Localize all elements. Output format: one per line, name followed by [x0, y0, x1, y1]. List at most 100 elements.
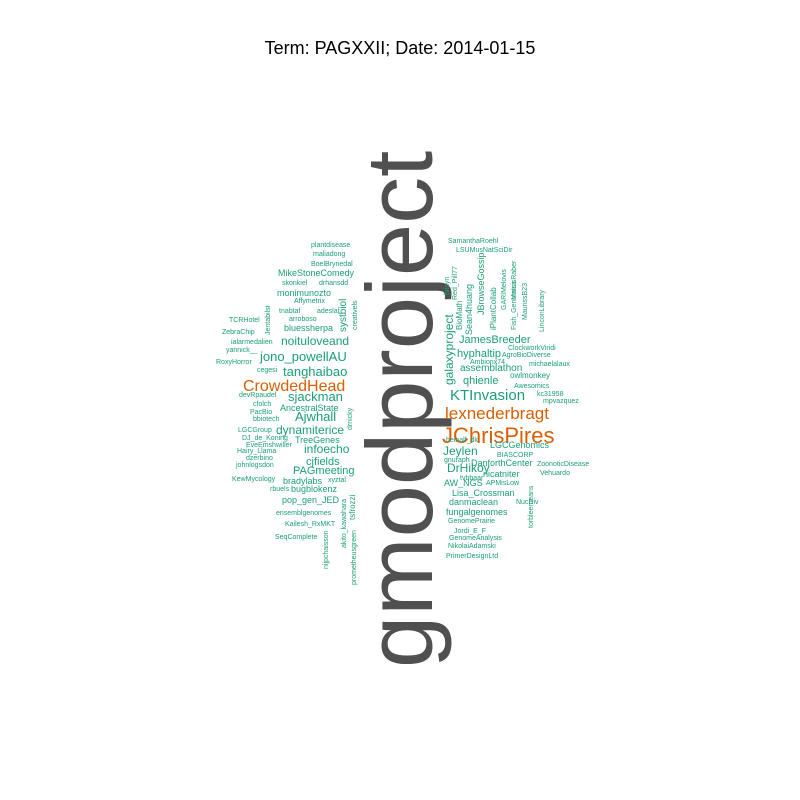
- word: qhienle: [463, 375, 498, 387]
- word: xyztal: [328, 477, 346, 484]
- word: Awesomics: [514, 383, 550, 390]
- word: galaxyproject: [442, 314, 456, 385]
- word: tanghaibao: [283, 364, 347, 379]
- word: devRpaudel: [239, 392, 277, 399]
- word: adeslat: [317, 308, 340, 315]
- word: nijpchaisson: [323, 530, 330, 569]
- word: ialarmedalien: [231, 339, 273, 346]
- word: Jentabilst: [265, 305, 272, 335]
- word: arroboso: [289, 316, 317, 323]
- word: kc31958: [537, 391, 564, 398]
- word: systbiol: [338, 299, 349, 332]
- word: AW_NGS: [444, 478, 483, 488]
- word: Ajwhall: [295, 409, 336, 424]
- word: bitsyn: [444, 277, 451, 295]
- word: tsfrozzi: [348, 494, 357, 520]
- word: NucDiv: [516, 499, 539, 506]
- word: iPlantCollab: [489, 287, 498, 330]
- word: michaelalaux: [529, 361, 570, 368]
- word: tnabtaf: [279, 308, 300, 315]
- word: maliadong: [313, 251, 345, 258]
- word: cegesi: [257, 367, 278, 374]
- word: Ambiorix74: [470, 359, 505, 366]
- word: hyphaltip: [457, 348, 501, 360]
- word: JChrisPires: [442, 423, 554, 448]
- word: LinconLibrary: [539, 289, 546, 332]
- word: DanforthCenter: [471, 458, 533, 468]
- word: Hairy_Llama: [237, 448, 276, 455]
- word: drhansdd: [319, 280, 348, 287]
- word: APMisLow: [486, 480, 520, 487]
- word: EveEmshwiller: [246, 442, 293, 449]
- word: lexnederbragt: [445, 404, 549, 423]
- word: plantdisease: [311, 242, 350, 249]
- word: noituloveand: [281, 334, 349, 348]
- word: monimunozto: [277, 288, 331, 298]
- word: johnlogsdon: [235, 462, 274, 469]
- word: bugblokenz: [291, 484, 338, 494]
- word: torbleemeans: [528, 485, 535, 528]
- word: PrimerDesignLtd: [446, 553, 498, 560]
- word: Jeylen: [443, 444, 478, 458]
- word: akito_kawahara: [341, 499, 348, 548]
- word: creativels: [352, 300, 359, 330]
- word: BIASCORP: [497, 452, 534, 459]
- word: MikeStoneComedy: [278, 268, 355, 278]
- word: SeqComplete: [275, 534, 318, 541]
- word: LGCGroup: [238, 427, 272, 434]
- word: ZoonoticDisease: [537, 461, 589, 468]
- word: AncestralState: [280, 403, 339, 413]
- word: Vehuardo: [540, 470, 570, 477]
- word: bbiotech: [253, 416, 280, 423]
- word: BoelBrynedal: [311, 261, 353, 268]
- word: heinalf_dk: [446, 437, 478, 444]
- word: tvbbaar: [460, 475, 484, 482]
- word: prometheusgreen: [351, 530, 358, 585]
- word: dynamiterice: [276, 423, 344, 437]
- word: ensemblgenomes: [276, 510, 332, 517]
- word: PacBio: [250, 409, 272, 416]
- word: gnuraph: [444, 457, 470, 464]
- word: cjfields: [306, 456, 340, 468]
- word: KewMycology: [232, 476, 276, 483]
- word: PAGmeeting: [293, 465, 355, 477]
- word: AgroBioDiverse: [502, 352, 551, 359]
- word: MatsisRaber: [511, 260, 518, 300]
- word: cfolch: [253, 401, 271, 408]
- word: yannick__: [226, 347, 258, 354]
- word: LSUMusNatSciDir: [456, 247, 513, 254]
- word: nicatniter: [483, 469, 520, 479]
- word: ClockworkViridi: [508, 345, 556, 352]
- word: Kailesh_RxMKT: [285, 521, 336, 528]
- word: JBrowseGossip: [476, 252, 486, 315]
- word: mpvazquez: [543, 398, 579, 405]
- chart-title: Term: PAGXXII; Date: 2014-01-15: [264, 38, 536, 58]
- word: pop_gen_JED: [282, 495, 340, 505]
- word: SamanthaRoehl: [448, 238, 499, 245]
- word: Fish_Genomics: [511, 281, 518, 330]
- word: Sean4huang: [464, 284, 474, 335]
- word: Lisa_Crossman: [452, 488, 515, 498]
- word: Affymetrix: [294, 298, 325, 305]
- word: CrowdedHead: [243, 378, 345, 395]
- word: DJ_de_Koning: [242, 435, 288, 442]
- word: JamesBreeder: [459, 334, 531, 346]
- word: drnicky: [347, 407, 354, 430]
- word: GenomePrairie: [448, 518, 495, 525]
- word: assemblathon: [460, 363, 522, 374]
- word: BioMath: [455, 301, 464, 330]
- word: TreeGenes: [295, 435, 340, 445]
- word: MaurissB23: [522, 283, 529, 320]
- word: GenomeAnalysis: [449, 535, 502, 542]
- word: dzerbino: [246, 455, 273, 462]
- word: DrHikoy: [447, 461, 490, 475]
- word: GARIMelovis: [501, 269, 508, 310]
- word: rbuels: [270, 486, 290, 493]
- word: NikolaiAdamski: [448, 543, 496, 550]
- word: RoxyHorror: [216, 359, 252, 366]
- word: LGCGenomics: [490, 440, 550, 450]
- word: gmodproject: [347, 151, 452, 668]
- word: skonkiel: [282, 280, 308, 287]
- word: owlmonkey: [510, 371, 550, 380]
